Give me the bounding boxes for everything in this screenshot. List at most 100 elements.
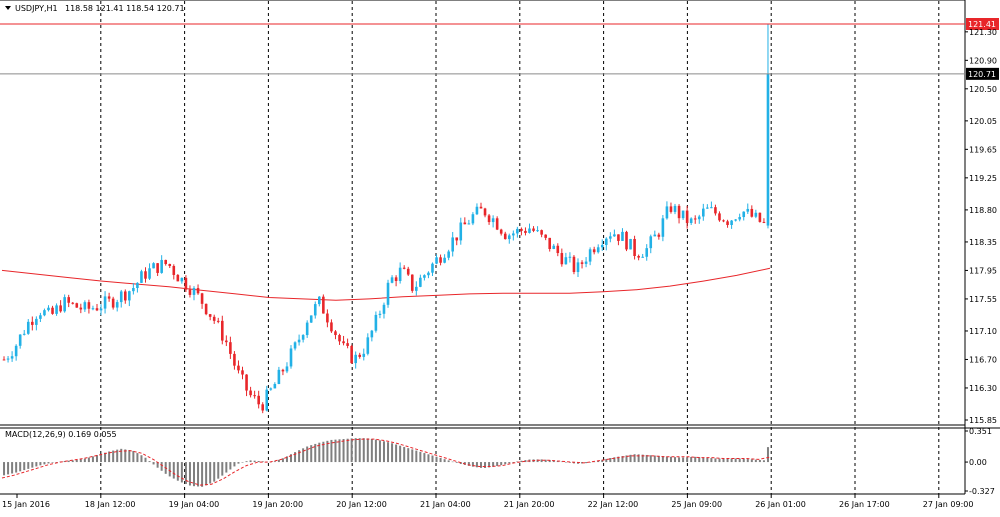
candle-body[interactable] [269, 388, 273, 390]
candle-body[interactable] [95, 308, 99, 311]
candle-body[interactable] [596, 247, 600, 253]
candle-body[interactable] [499, 229, 503, 234]
candle-body[interactable] [584, 261, 588, 264]
candle-body[interactable] [261, 404, 265, 411]
candle-body[interactable] [637, 255, 640, 258]
candle-body[interactable] [463, 222, 467, 225]
candle-body[interactable] [503, 233, 507, 240]
candle-body[interactable] [366, 337, 370, 354]
candle-body[interactable] [334, 331, 337, 336]
candle-body[interactable] [123, 291, 127, 301]
candle-body[interactable] [18, 334, 22, 346]
candle-body[interactable] [208, 314, 212, 317]
candle-body[interactable] [322, 296, 325, 314]
candle-body[interactable] [491, 218, 495, 223]
candle-body[interactable] [22, 333, 26, 335]
candle-body[interactable] [55, 305, 58, 314]
candle-body[interactable] [14, 345, 18, 357]
candle-body[interactable] [702, 208, 705, 217]
candle-body[interactable] [115, 302, 119, 308]
candle-body[interactable] [528, 228, 531, 233]
candle-body[interactable] [253, 395, 256, 397]
candle-body[interactable] [617, 234, 620, 241]
candle-body[interactable] [677, 205, 681, 219]
candle-body[interactable] [75, 303, 79, 308]
candle-body[interactable] [621, 231, 624, 241]
candle-body[interactable] [552, 245, 556, 249]
candle-body[interactable] [289, 348, 293, 367]
candle-body[interactable] [758, 212, 762, 222]
candle-body[interactable] [710, 207, 713, 209]
candle-body[interactable] [653, 234, 657, 237]
candle-body[interactable] [629, 238, 632, 250]
candle-body[interactable] [63, 297, 66, 312]
candle-body[interactable] [99, 308, 103, 311]
candle-body[interactable] [358, 354, 362, 357]
candle-body[interactable] [479, 206, 483, 209]
candle-body[interactable] [746, 208, 750, 212]
candle-body[interactable] [204, 303, 208, 315]
candle-body[interactable] [39, 315, 42, 319]
candle-body[interactable] [144, 271, 147, 279]
candle-body[interactable] [128, 291, 131, 301]
candle-body[interactable] [548, 237, 552, 249]
candle-body[interactable] [164, 259, 168, 265]
candle-body[interactable] [681, 210, 685, 219]
candle-body[interactable] [305, 322, 309, 336]
candle-body[interactable] [148, 268, 151, 279]
candle-body[interactable] [216, 320, 220, 322]
candle-body[interactable] [431, 263, 434, 273]
candle-body[interactable] [693, 218, 697, 220]
candle-body[interactable] [220, 320, 224, 341]
candle-body[interactable] [192, 288, 196, 295]
candle-body[interactable] [91, 308, 95, 310]
candle-body[interactable] [410, 274, 414, 291]
candle-body[interactable] [443, 257, 446, 263]
candle-body[interactable] [10, 356, 14, 359]
candle-body[interactable] [297, 339, 301, 343]
candle-body[interactable] [419, 277, 422, 287]
candle-body[interactable] [43, 310, 46, 316]
candle-body[interactable] [475, 206, 479, 215]
candle-body[interactable] [362, 353, 366, 357]
candle-body[interactable] [229, 342, 232, 354]
candle-body[interactable] [588, 249, 592, 262]
candle-body[interactable] [176, 274, 180, 282]
candle-body[interactable] [560, 253, 564, 265]
symbol-header[interactable]: USDJPY,H1 118.58 121.41 118.54 120.71 [5, 4, 185, 13]
candle-body[interactable] [604, 238, 608, 245]
candle-body[interactable] [730, 220, 733, 225]
candle-body[interactable] [540, 230, 543, 235]
candle-body[interactable] [762, 221, 766, 223]
candle-body[interactable] [318, 296, 321, 305]
candle-body[interactable] [439, 257, 442, 263]
candle-body[interactable] [83, 302, 87, 310]
candle-body[interactable] [536, 230, 539, 232]
candle-body[interactable] [689, 218, 693, 223]
candle-body[interactable] [415, 286, 418, 291]
candle-body[interactable] [609, 236, 612, 239]
candle-body[interactable] [754, 212, 758, 217]
candle-body[interactable] [483, 208, 487, 216]
candle-body[interactable] [722, 220, 725, 222]
candle-body[interactable] [257, 395, 260, 405]
candle-body[interactable] [342, 341, 345, 344]
candle-body[interactable] [103, 296, 107, 309]
candle-body[interactable] [338, 335, 341, 342]
candle-body[interactable] [285, 366, 289, 372]
candle-body[interactable] [524, 230, 527, 233]
candle-body[interactable] [140, 271, 143, 283]
candle-body[interactable] [277, 369, 281, 384]
candle-body[interactable] [507, 235, 511, 240]
candle-body[interactable] [706, 207, 709, 209]
candle-body[interactable] [556, 245, 560, 254]
candle-body[interactable] [293, 342, 297, 349]
candle-body[interactable] [512, 233, 515, 236]
candle-body[interactable] [641, 256, 644, 258]
candle-body[interactable] [661, 218, 665, 237]
candle-body[interactable] [188, 289, 192, 295]
candle-body[interactable] [172, 265, 176, 275]
candle-body[interactable] [2, 359, 6, 361]
candle-body[interactable] [313, 304, 317, 316]
